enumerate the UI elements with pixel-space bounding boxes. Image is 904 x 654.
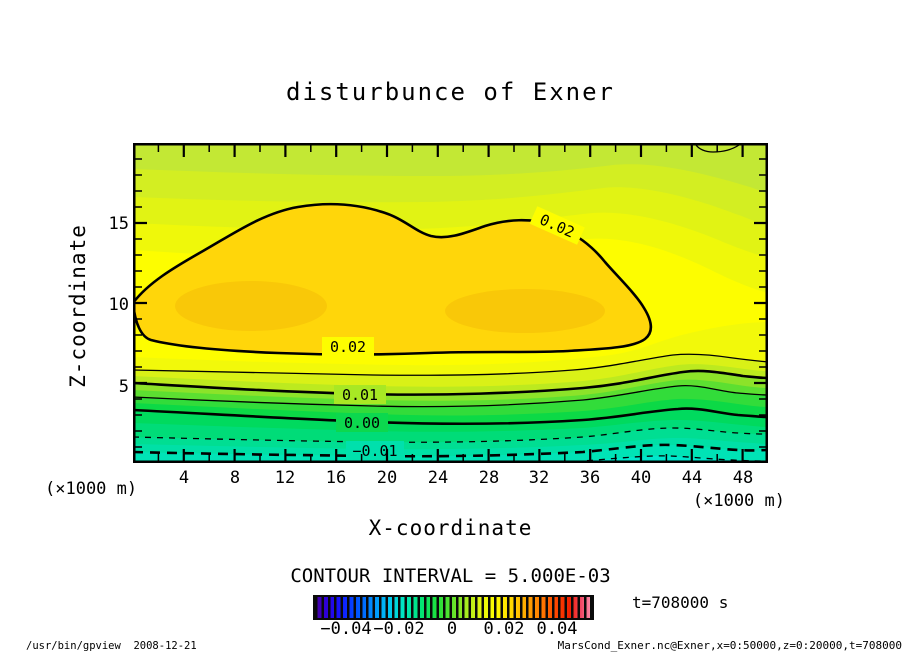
x-tick-label: 36 [579,468,601,488]
x-tick-label: 4 [178,468,190,488]
x-tick-label: 8 [229,468,241,488]
x-tick-label: 20 [376,468,398,488]
colorbar-tick-label: 0.04 [536,619,578,639]
colorbar [313,595,594,620]
z-axis-title: Z-coordinate [66,224,90,388]
svg-text:−0.01: −0.01 [352,442,397,460]
footer-source-info: MarsCond_Exner.nc@Exner,x=0:50000,z=0:20… [557,639,902,652]
z-tick-label-10: 10 [108,295,129,315]
plot-frame [133,143,768,463]
x-tick-label: 28 [478,468,500,488]
time-annotation: t=708000 s [632,593,729,612]
x-tick-label: 44 [681,468,703,488]
svg-text:0.00: 0.00 [344,414,380,432]
contour-label-m001: −0.01 [346,441,404,460]
footer-program-date: /usr/bin/gpview 2008-12-21 [26,640,197,652]
svg-text:0.02: 0.02 [330,338,366,356]
x-axis-title: X-coordinate [368,516,533,540]
x-tick-label: 24 [427,468,449,488]
contour-label-002-lower: 0.02 [322,337,374,356]
x-tick-label: 40 [630,468,652,488]
z-tick-label-15: 15 [108,214,129,234]
colorbar-tick-label: 0 [446,619,458,639]
z-axis-unit: (×1000 m) [45,479,138,499]
x-tick-label: 12 [274,468,296,488]
contour-002-closed [133,202,653,356]
contour-label-001: 0.01 [334,385,386,404]
colorbar-tick-label: −0.04 [320,619,372,639]
x-tick-label: 16 [325,468,347,488]
contour-lines [133,144,768,463]
contour-interval-text: CONTOUR INTERVAL = 5.000E-03 [290,565,611,587]
z-tick-label-5: 5 [118,377,129,397]
axis-ticks [135,145,766,461]
x-axis-unit: (×1000 m) [692,491,785,511]
contour-plot: 0.02 0.02 0.01 0.00 −0.01 [133,143,768,463]
page-title: disturbunce of Exner [286,78,615,106]
x-tick-label: 48 [732,468,754,488]
x-tick-label: 32 [528,468,550,488]
colorbar-tick-label: 0.02 [483,619,525,639]
svg-text:0.01: 0.01 [342,386,378,404]
colorbar-tick-label: −0.02 [373,619,425,639]
contour-label-000: 0.00 [336,413,388,432]
